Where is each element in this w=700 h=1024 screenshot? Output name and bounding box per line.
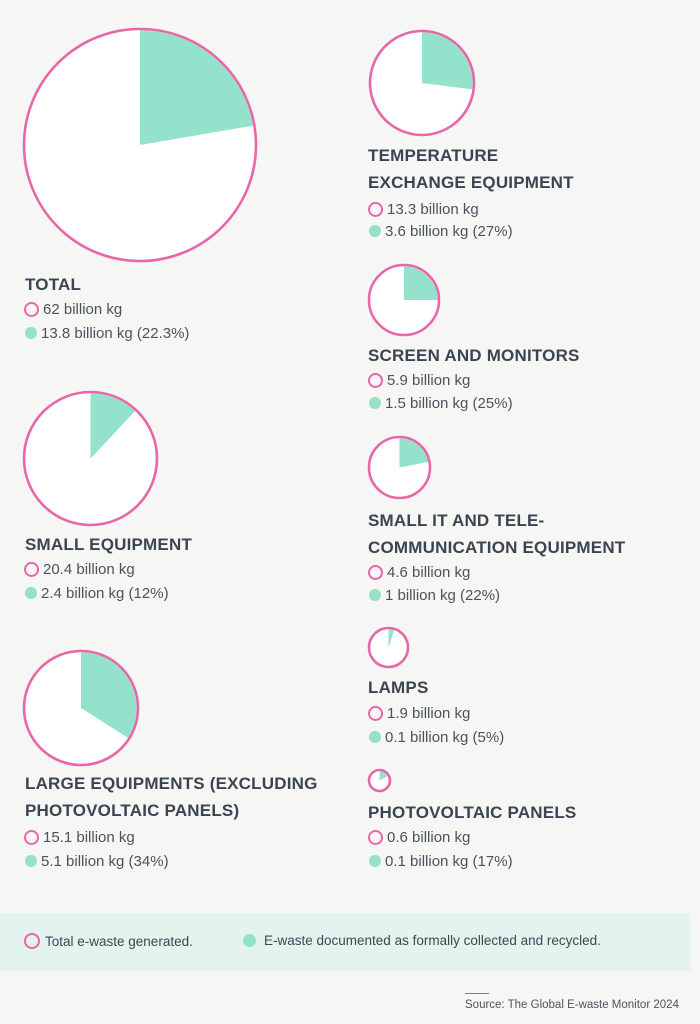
generated-small-equipment: 20.4 billion kg <box>24 559 135 579</box>
collected-small-it-telecom: 1 billion kg (22%) <box>369 585 500 605</box>
title-small-equipment: SMALL EQUIPMENT <box>25 535 193 554</box>
mint-dot-icon <box>25 327 37 339</box>
pink-ring-icon <box>368 372 383 388</box>
legend: Total e-waste generated. E-waste documen… <box>0 913 690 971</box>
generated-photovoltaic: 0.6 billion kg <box>368 827 470 847</box>
mint-dot-icon <box>25 587 37 599</box>
pie-lamps <box>367 626 410 669</box>
generated-total: 62 billion kg <box>24 299 122 319</box>
generated-screen-monitors: 5.9 billion kg <box>368 370 470 390</box>
generated-large-equipments: 15.1 billion kg <box>24 827 135 847</box>
pie-collected-slice <box>388 629 395 648</box>
pink-ring-icon <box>24 561 39 577</box>
collected-screen-monitors: 1.5 billion kg (25%) <box>369 393 513 413</box>
mint-dot-icon <box>369 225 381 237</box>
collected-total: 13.8 billion kg (22.3%) <box>25 323 189 343</box>
pie-collected-slice <box>399 438 429 468</box>
generated-temperature-exchange: 13.3 billion kg <box>368 199 479 219</box>
pink-ring-icon <box>24 829 39 845</box>
pink-ring-icon <box>368 564 383 580</box>
generated-lamps: 1.9 billion kg <box>368 703 470 723</box>
mint-dot-icon <box>369 855 381 867</box>
mint-dot-icon <box>369 397 381 409</box>
legend-item-generated: Total e-waste generated. <box>24 933 193 949</box>
title-screen-monitors: SCREEN AND MONITORS <box>368 346 580 365</box>
pie-collected-slice <box>90 393 136 459</box>
pie-temperature-exchange <box>368 29 476 137</box>
pie-large-equipments <box>22 649 140 767</box>
mint-dot-icon <box>25 855 37 867</box>
pie-collected-slice <box>81 652 137 738</box>
collected-small-equipment: 2.4 billion kg (12%) <box>25 583 169 603</box>
pie-collected-slice <box>140 30 254 145</box>
mint-dot-icon <box>369 589 381 601</box>
legend-label-generated: Total e-waste generated. <box>45 933 193 949</box>
pie-photovoltaic <box>367 768 392 793</box>
source-note: Source: The Global E-waste Monitor 2024 <box>465 999 679 1011</box>
title-temperature-exchange: TEMPERATURE EXCHANGE EQUIPMENT <box>368 146 574 192</box>
pie-collected-slice <box>422 32 473 90</box>
collected-lamps: 0.1 billion kg (5%) <box>369 727 504 747</box>
title-large-equipments: LARGE EQUIPMENTS (EXCLUDING PHOTOVOLTAIC… <box>25 774 318 820</box>
title-photovoltaic: PHOTOVOLTAIC PANELS <box>368 803 577 822</box>
mint-dot-icon <box>369 731 381 743</box>
pie-collected-slice <box>379 771 388 781</box>
title-total: TOTAL <box>25 275 82 294</box>
pink-ring-icon <box>368 201 383 217</box>
pie-total <box>22 27 258 263</box>
pink-ring-icon <box>368 705 383 721</box>
pie-small-it-telecom <box>367 435 432 500</box>
pink-ring-icon <box>368 829 383 845</box>
source-divider <box>465 993 489 994</box>
mint-dot-icon <box>243 934 256 947</box>
pie-screen-monitors <box>367 263 441 337</box>
legend-label-collected: E-waste documented as formally collected… <box>264 933 601 948</box>
legend-item-collected: E-waste documented as formally collected… <box>243 933 601 948</box>
title-lamps: LAMPS <box>368 678 429 697</box>
generated-small-it-telecom: 4.6 billion kg <box>368 562 470 582</box>
pink-ring-icon <box>24 301 39 317</box>
title-small-it-telecom: SMALL IT AND TELE- COMMUNICATION EQUIPME… <box>368 511 626 557</box>
pie-collected-slice <box>404 266 438 300</box>
collected-temperature-exchange: 3.6 billion kg (27%) <box>369 221 513 241</box>
collected-large-equipments: 5.1 billion kg (34%) <box>25 851 169 871</box>
pie-small-equipment <box>22 390 159 527</box>
pink-ring-icon <box>24 933 40 949</box>
collected-photovoltaic: 0.1 billion kg (17%) <box>369 851 513 871</box>
